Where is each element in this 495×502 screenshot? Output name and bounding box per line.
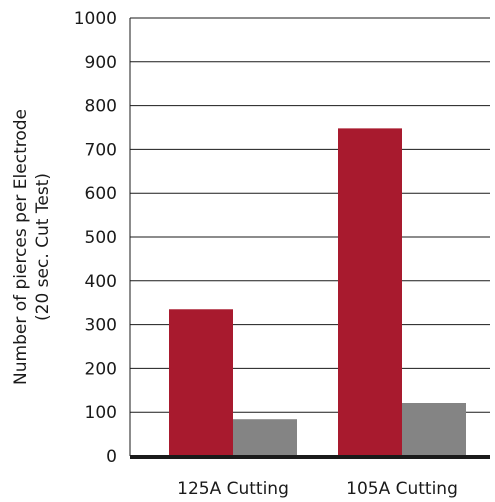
category-labels: 125A Cutting 105A Cutting bbox=[177, 479, 458, 499]
y-tick-label: 0 bbox=[106, 447, 117, 467]
y-tick-label: 400 bbox=[85, 272, 117, 292]
y-tick-labels: 0 100 200 300 400 500 600 700 800 900 1000 bbox=[74, 9, 117, 467]
bar bbox=[402, 403, 466, 456]
y-tick-label: 900 bbox=[85, 53, 117, 73]
category-label: 125A Cutting bbox=[177, 479, 289, 499]
y-tick-label: 1000 bbox=[74, 9, 117, 29]
bar bbox=[169, 309, 233, 456]
y-tick-label: 600 bbox=[85, 184, 117, 204]
y-tick-label: 700 bbox=[85, 140, 117, 160]
y-tick-label: 500 bbox=[85, 228, 117, 248]
y-axis-label-line: Number of pierces per Electrode bbox=[11, 109, 31, 385]
bar bbox=[338, 128, 402, 456]
y-tick-label: 800 bbox=[85, 97, 117, 117]
y-tick-label: 100 bbox=[85, 403, 117, 423]
y-axis-label-line: (20 sec. Cut Test) bbox=[33, 173, 53, 321]
bar bbox=[233, 419, 297, 456]
bars bbox=[169, 128, 466, 456]
y-tick-label: 200 bbox=[85, 359, 117, 379]
y-tick-label: 300 bbox=[85, 316, 117, 336]
category-label: 105A Cutting bbox=[346, 479, 458, 499]
